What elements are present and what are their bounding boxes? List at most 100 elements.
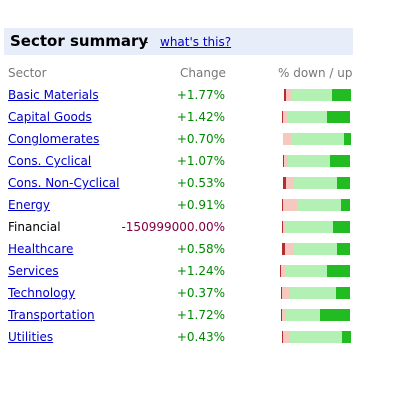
up-light-segment [290,331,342,343]
down-dark-segment [283,177,286,189]
up-light-segment [290,287,336,299]
table-row: Basic Materials +1.77% [0,85,417,107]
table-row: Technology +0.37% [0,283,417,305]
up-light-segment [297,199,341,211]
up-dark-segment [320,309,350,321]
down-up-bar [240,243,350,255]
down-light-segment [286,177,293,189]
up-dark-segment [341,199,350,211]
down-dark-segment [280,265,281,277]
table-row: Transportation +1.72% [0,305,417,327]
down-dark-segment [282,199,283,211]
down-up-bar [240,111,350,123]
table-row: Energy +0.91% [0,195,417,217]
sector-change: +1.24% [176,264,225,278]
table-row: Capital Goods +1.42% [0,107,417,129]
table-row: Conglomerates +0.70% [0,129,417,151]
down-light-segment [283,221,285,233]
down-dark-segment [281,309,282,321]
up-light-segment [288,155,330,167]
down-light-segment [284,155,288,167]
sector-name-link[interactable]: Utilities [8,330,54,344]
sector-name-link[interactable]: Energy [8,198,51,212]
down-up-bar [240,221,350,233]
sector-name-link[interactable]: Cons. Non-Cyclical [8,176,120,190]
sector-change: +1.72% [176,308,225,322]
column-header-down-up: % down / up [278,66,353,80]
down-light-segment [285,243,293,255]
down-up-bar [240,89,351,101]
table-row: Cons. Non-Cyclical +0.53% [0,173,417,195]
down-up-bar [240,177,350,189]
table-row: Services +1.24% [0,261,417,283]
sector-name-link[interactable]: Technology [8,286,76,300]
up-light-segment [293,243,337,255]
sector-summary-header: Sector summary - what's this? [4,28,353,55]
down-up-bar [240,331,351,343]
sector-change: +0.53% [176,176,225,190]
sector-change: -150999000.00% [121,220,225,234]
up-dark-segment [337,243,350,255]
table-row: Cons. Cyclical +1.07% [0,151,417,173]
down-light-segment [283,331,290,343]
up-dark-segment [344,133,351,145]
down-light-segment [283,199,297,211]
sector-change: +0.91% [176,198,225,212]
down-up-bar [240,133,351,145]
title-separator: - [144,35,149,49]
down-dark-segment [284,89,286,101]
down-dark-segment [281,287,282,299]
down-dark-segment [282,331,283,343]
sector-name-link[interactable]: Conglomerates [8,132,100,146]
down-light-segment [283,111,287,123]
section-title: Sector summary [10,32,149,50]
up-dark-segment [336,287,350,299]
sector-change: +0.43% [176,330,225,344]
down-dark-segment [282,221,283,233]
sector-change: +0.37% [176,286,225,300]
up-light-segment [287,111,327,123]
up-dark-segment [342,331,351,343]
down-dark-segment [282,111,283,123]
sector-change: +1.42% [176,110,225,124]
down-light-segment [281,265,285,277]
up-light-segment [285,309,320,321]
table-row: Utilities +0.43% [0,327,417,349]
up-dark-segment [332,89,351,101]
up-light-segment [285,221,333,233]
down-light-segment [286,89,292,101]
down-dark-segment [283,155,284,167]
down-up-bar [240,309,350,321]
sector-name-link[interactable]: Transportation [8,308,95,322]
sector-name-link[interactable]: Basic Materials [8,88,99,102]
sector-change: +1.07% [176,154,225,168]
up-dark-segment [327,265,350,277]
up-light-segment [291,133,344,145]
table-row: Healthcare +0.58% [0,239,417,261]
sector-change: +0.70% [176,132,225,146]
sector-change: +1.77% [176,88,225,102]
sector-name-link[interactable]: Services [8,264,59,278]
down-light-segment [283,133,291,145]
up-light-segment [292,89,332,101]
down-light-segment [282,309,285,321]
up-dark-segment [330,155,350,167]
sector-name-link[interactable]: Cons. Cyclical [8,154,92,168]
sector-name-text: Financial [8,220,61,234]
down-up-bar [240,265,350,277]
up-light-segment [293,177,337,189]
column-header-sector: Sector [8,66,47,80]
down-light-segment [282,287,290,299]
whats-this-link[interactable]: what's this? [160,35,232,49]
down-dark-segment [282,243,285,255]
up-dark-segment [327,111,350,123]
sector-name-link[interactable]: Capital Goods [8,110,92,124]
sector-change: +0.58% [176,242,225,256]
sector-name-link[interactable]: Healthcare [8,242,74,256]
down-up-bar [240,287,350,299]
table-row: Financial -150999000.00% [0,217,417,239]
up-dark-segment [333,221,350,233]
up-light-segment [285,265,327,277]
down-up-bar [240,199,350,211]
column-header-change: Change [180,66,226,80]
